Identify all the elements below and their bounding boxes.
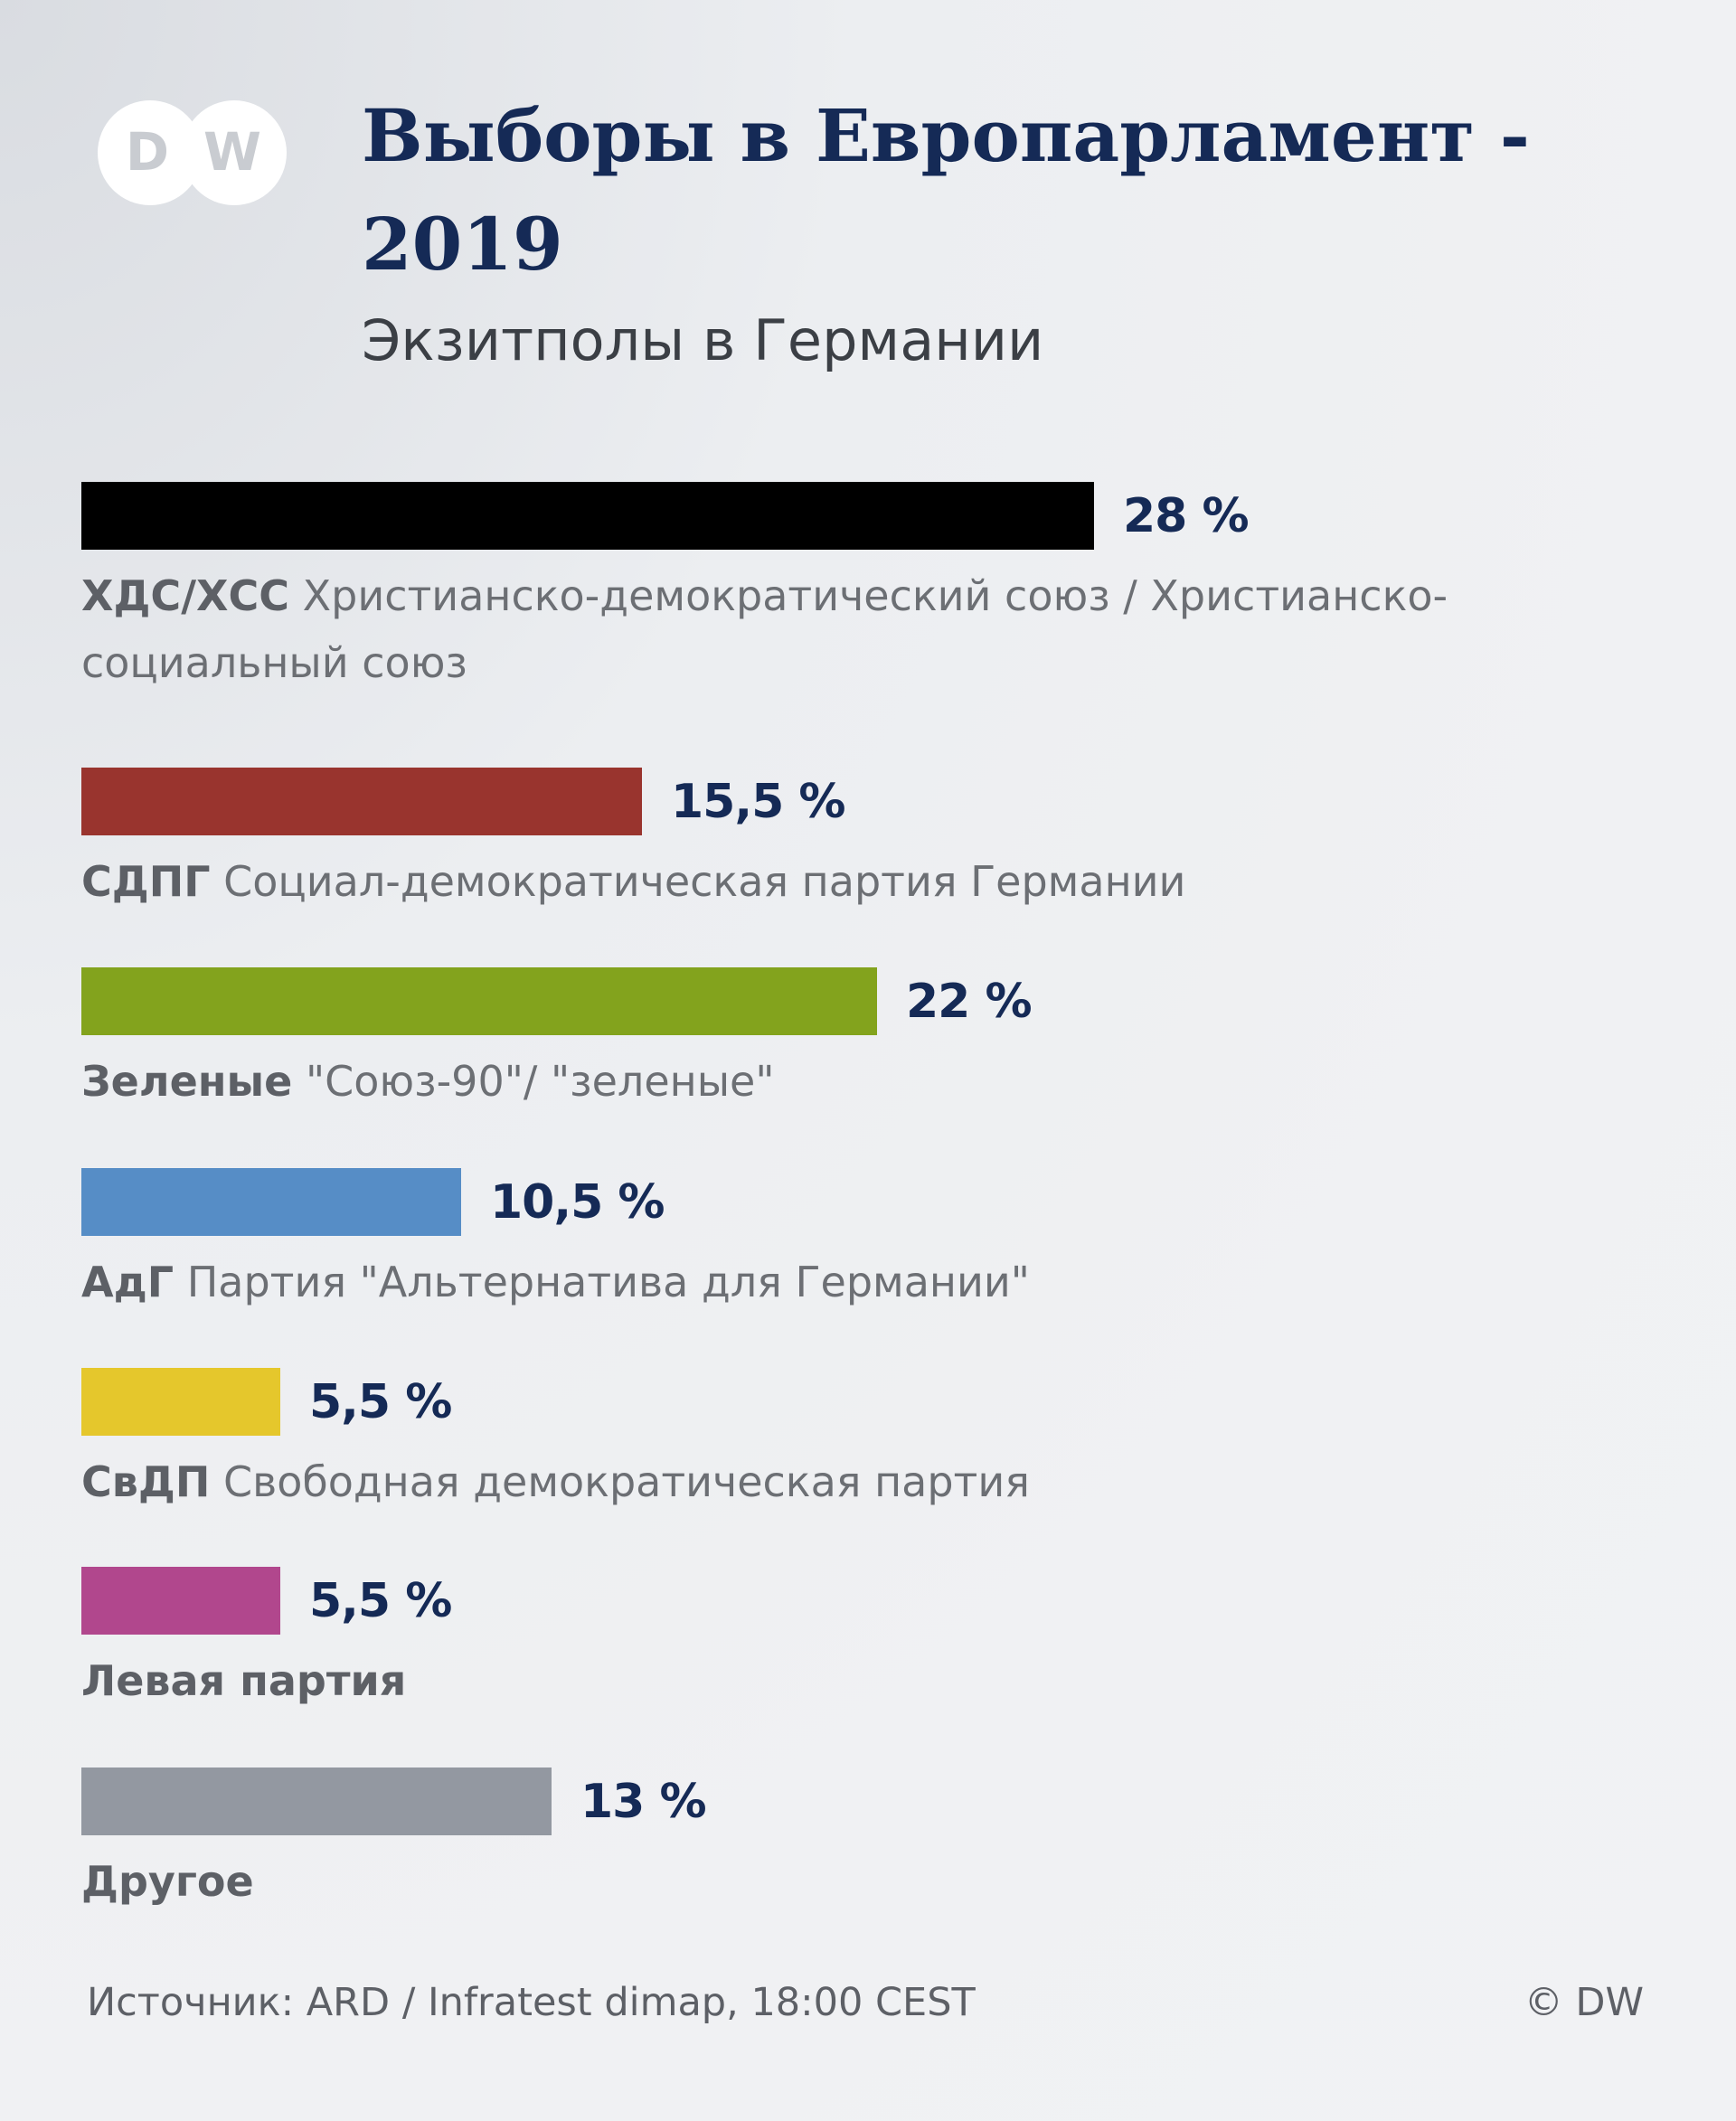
bar [81,482,1094,550]
party-abbr: АдГ [81,1258,175,1306]
bar [81,967,877,1035]
dw-logo: D W [98,100,287,205]
bar [81,768,642,835]
value-label: 5,5 % [309,1374,452,1429]
bar-row: 10,5 % АдГ Партия "Альтернатива для Герм… [81,1168,1673,1315]
bar-row: 5,5 % Левая партия [81,1567,1673,1714]
party-abbr: Левая партия [81,1656,407,1705]
party-name: Христианско-демократический союз / Христ… [81,571,1448,687]
party-abbr: Зеленые [81,1057,293,1106]
party-abbr: Другое [81,1857,254,1906]
value-label: 10,5 % [490,1174,665,1230]
party-name: Свободная демократическая партия [222,1457,1030,1506]
party-abbr: СДПГ [81,857,211,906]
value-label: 22 % [906,974,1033,1029]
party-name: Социал-демократическая партия Германии [223,857,1186,906]
bar [81,1368,280,1436]
value-label: 28 % [1123,488,1250,543]
bar [81,1768,552,1835]
chart-title: Выборы в Европарламент - 2019 [362,93,1530,287]
svg-text:D: D [126,121,169,183]
bar-row: 5,5 % СвДП Свободная демократическая пар… [81,1368,1673,1515]
bar-row: 13 % Другое [81,1768,1673,1915]
copyright: © DW [1524,1980,1644,2025]
party-label: СвДП Свободная демократическая партия [81,1448,1673,1515]
bar [81,1168,461,1236]
party-label: Зеленые "Союз-90"/ "зеленые" [81,1048,1673,1115]
bar-row: 28 % ХДС/ХСС Христианско-демократический… [81,482,1673,696]
party-label: ХДС/ХСС Христианско-демократический союз… [81,562,1673,696]
party-label: СДПГ Социал-демократическая партия Герма… [81,848,1673,915]
bar-row: 22 % Зеленые "Союз-90"/ "зеленые" [81,967,1673,1115]
party-name: Партия "Альтернатива для Германии" [186,1258,1030,1306]
party-abbr: ХДС/ХСС [81,571,289,620]
party-label: Другое [81,1848,1673,1915]
source-note: Источник: ARD / Infratest dimap, 18:00 C… [87,1980,976,2025]
value-label: 5,5 % [309,1573,452,1628]
party-name: "Союз-90"/ "зеленые" [305,1057,775,1106]
bar [81,1567,280,1635]
chart-subtitle: Экзитполы в Германии [362,307,1044,373]
party-abbr: СвДП [81,1457,211,1506]
value-label: 15,5 % [671,774,846,829]
value-label: 13 % [580,1774,707,1829]
svg-text:W: W [203,121,261,183]
party-label: АдГ Партия "Альтернатива для Германии" [81,1249,1673,1315]
bar-row: 15,5 % СДПГ Социал-демократическая парти… [81,768,1673,915]
party-label: Левая партия [81,1647,1673,1714]
